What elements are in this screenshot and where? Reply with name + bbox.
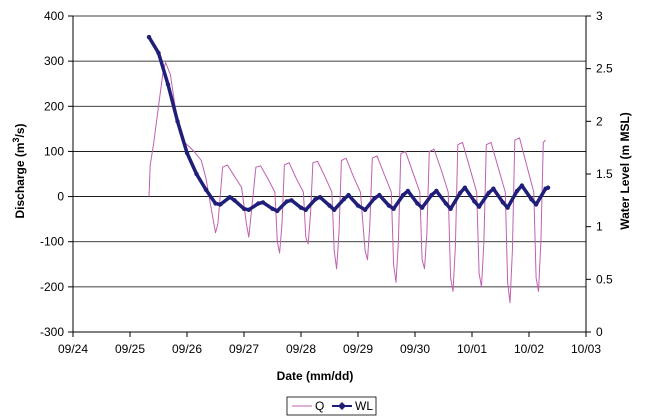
right-tick-label: 2: [596, 114, 603, 128]
series-line-q: [148, 62, 546, 304]
wl-point: [146, 34, 152, 40]
wl-point: [533, 202, 539, 207]
wl-point: [298, 205, 304, 210]
wl-point: [472, 199, 477, 204]
x-tick-label: 09/28: [286, 342, 316, 356]
wl-point: [400, 192, 406, 198]
x-tick-label: 09/26: [172, 342, 202, 356]
wl-point: [203, 187, 209, 192]
wl-point: [241, 206, 247, 211]
legend-q-label: Q: [315, 399, 324, 413]
wl-point: [443, 201, 449, 206]
right-tick-label: 1: [596, 220, 603, 234]
left-tick-label: -100: [40, 235, 64, 249]
right-tick-label: 3: [596, 9, 603, 23]
axes: [68, 15, 591, 337]
wl-point: [514, 188, 520, 194]
wl-point: [317, 195, 323, 200]
wl-point: [284, 199, 289, 204]
wl-point: [476, 204, 482, 209]
wl-point: [256, 201, 261, 206]
right-tick-label: 1.5: [596, 167, 613, 181]
wl-point: [327, 203, 332, 208]
left-tick-label: -200: [40, 280, 64, 294]
wl-point: [434, 188, 439, 194]
wl-point: [355, 203, 361, 208]
x-tick-label: 09/27: [229, 342, 259, 356]
wl-point: [213, 201, 218, 206]
wl-point: [448, 206, 453, 211]
wl-point: [500, 200, 506, 205]
wl-point: [505, 205, 510, 210]
wl-point: [429, 192, 434, 198]
wl-point: [419, 205, 425, 210]
left-tick-label: 0: [57, 190, 64, 204]
left-y-axis-title-main: Discharge (m: [13, 143, 27, 219]
left-y-axis-title: Discharge (m3/s): [11, 123, 27, 218]
wl-point: [332, 207, 337, 212]
wl-point: [275, 208, 280, 214]
wl-point: [175, 119, 180, 124]
wl-point: [156, 50, 161, 56]
wl-point: [341, 197, 346, 202]
tick-labels: 400 300 200 100 0 -100 -200 -300 3 2.5 2 1.5 1 0.5 0 09…: [40, 9, 613, 356]
wl-point: [194, 171, 199, 177]
x-tick-label: 09/25: [115, 342, 145, 356]
wl-point: [232, 198, 237, 203]
wl-point: [545, 185, 551, 190]
left-y-axis-title-sup: 3: [11, 137, 21, 142]
right-y-axis-title: Water Level (m MSL): [618, 112, 632, 230]
legend-wl-label: WL: [355, 399, 373, 413]
wl-point: [313, 197, 318, 202]
wl-point: [391, 206, 396, 211]
wl-point: [405, 188, 411, 194]
wl-point: [462, 185, 468, 190]
wl-point: [372, 196, 377, 201]
wl-point: [529, 197, 534, 202]
left-tick-label: 400: [44, 9, 64, 23]
x-tick-label: 10/02: [514, 342, 544, 356]
wl-point: [457, 190, 463, 196]
legend: Q WL: [286, 396, 377, 416]
wl-point: [165, 82, 171, 87]
wl-point: [486, 190, 491, 196]
x-tick-label: 09/30: [400, 342, 430, 356]
x-tick-label: 09/24: [58, 342, 88, 356]
right-tick-label: 0: [596, 325, 603, 339]
series-wl: [146, 34, 551, 214]
wl-point: [260, 200, 266, 205]
wl-point: [386, 203, 392, 208]
left-tick-label: 200: [44, 99, 64, 113]
wl-point: [184, 150, 190, 156]
x-tick-label: 10/03: [571, 342, 601, 356]
left-y-axis-title-end: /s): [13, 123, 27, 137]
legend-box: [286, 396, 377, 416]
right-tick-label: 0.5: [596, 272, 613, 286]
legend-wl-marker: [338, 402, 346, 410]
wl-point: [377, 192, 382, 198]
wl-point: [270, 206, 275, 211]
wl-point: [303, 207, 308, 212]
wl-point: [415, 201, 420, 206]
left-tick-label: -300: [40, 325, 64, 339]
x-tick-label: 09/29: [343, 342, 373, 356]
wl-point: [519, 183, 525, 188]
right-tick-label: 2.5: [596, 62, 613, 76]
wl-point: [491, 186, 496, 191]
wl-point: [289, 198, 294, 203]
left-tick-label: 100: [44, 144, 64, 158]
wl-point: [346, 192, 351, 198]
x-axis-title: Date (mm/dd): [277, 369, 354, 383]
series-line-wl: [147, 35, 550, 213]
x-tick-label: 10/01: [457, 342, 487, 356]
series-q: [148, 62, 546, 304]
wl-point: [362, 207, 368, 212]
wl-point: [227, 195, 232, 200]
wl-point: [246, 207, 251, 212]
wl-point: [218, 202, 223, 207]
left-tick-label: 300: [44, 54, 64, 68]
